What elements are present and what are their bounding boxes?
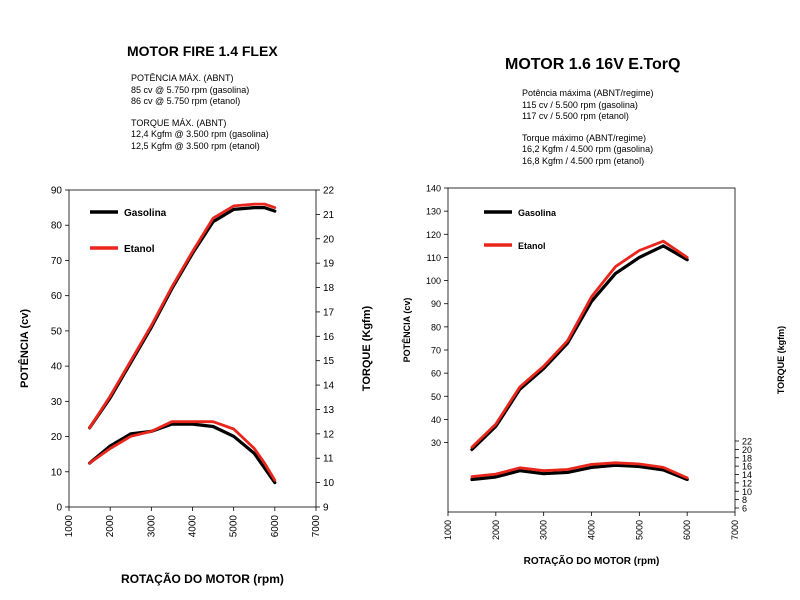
x-tick-label: 2000 — [491, 520, 501, 540]
y-tick-label: 40 — [431, 415, 441, 425]
chart-1-specs: POTÊNCIA MÁX. (ABNT) 85 cv @ 5.750 rpm (… — [131, 73, 269, 152]
x-axis-label: ROTAÇÃO DO MOTOR (rpm) — [524, 554, 660, 567]
chart-1: 1000 2000 3000 4000 5000 6000 7000 0 10 20 30 40 50 6… — [18, 186, 373, 587]
y-tick-label: 20 — [51, 432, 63, 443]
y-tick-label: 10 — [51, 467, 63, 478]
y2-tick-label: 6 — [742, 504, 747, 514]
x-tick-label: 1000 — [64, 515, 75, 538]
y-tick-label: 60 — [431, 369, 441, 379]
series-etanol-torque — [88, 420, 277, 482]
y2-tick-label: 22 — [742, 437, 752, 447]
y2-tick-label: 16 — [323, 332, 335, 343]
y2-tick-label: 11 — [323, 454, 334, 465]
y-axis-label: POTÊNCIA (cv) — [401, 298, 412, 363]
y2-tick-label: 21 — [323, 210, 335, 221]
x-tick-label: 4000 — [587, 520, 597, 540]
y2-tick-label: 22 — [323, 186, 335, 197]
series-gasolina-torque — [470, 463, 689, 482]
x-tick-label: 7000 — [730, 520, 740, 540]
y2-tick-label: 18 — [742, 453, 752, 463]
y-tick-label: 130 — [426, 207, 441, 217]
x-tick-label: 2000 — [105, 515, 116, 538]
y-tick-label: 0 — [56, 503, 62, 514]
y-tick-label: 30 — [431, 438, 441, 448]
power-heading: Potência máxima (ABNT/regime) — [522, 88, 654, 98]
x-tick-label: 3000 — [146, 515, 157, 538]
series-etanol-power — [88, 202, 277, 430]
torque-line: 12,5 Kgfm @ 3.500 rpm (etanol) — [131, 140, 260, 151]
torque-heading: Torque máximo (ABNT/regime) — [522, 132, 647, 143]
torque-heading: TORQUE MÁX. (ABNT) — [131, 117, 227, 128]
torque-line: 16,2 Kgfm / 4.500 rpm (gasolina) — [522, 144, 654, 154]
plot-frame — [68, 189, 317, 508]
y-tick-label: 100 — [426, 276, 441, 286]
y2-tick-label: 15 — [323, 356, 335, 367]
series-gasolina-power — [470, 244, 689, 452]
y-tick-label: 30 — [51, 397, 63, 408]
y-tick-label: 50 — [431, 392, 441, 402]
x-tick-label: 3000 — [539, 520, 549, 540]
y-tick-label: 60 — [51, 291, 63, 302]
chart-2: 1000 2000 3000 4000 5000 6000 7000 30 40 50 60 70 80… — [401, 184, 786, 568]
y2-tick-label: 13 — [323, 405, 335, 416]
y2-tick-label: 16 — [742, 462, 752, 472]
y2-tick-label: 10 — [742, 487, 752, 497]
y-tick-label: 110 — [427, 253, 441, 263]
y2-axis-label: TORQUE (Kgfm) — [361, 305, 373, 391]
y-axis-label: POTÊNCIA (cv) — [18, 309, 31, 388]
y2-tick-label: 19 — [323, 259, 335, 270]
legend-label-gasolina: Gasolina — [124, 208, 167, 219]
x-tick-label: 5000 — [229, 515, 240, 538]
series-gasolina-torque — [87, 422, 277, 485]
y-tick-label: 90 — [431, 299, 441, 309]
series-etanol-power — [470, 239, 689, 449]
y2-tick-label: 12 — [742, 478, 752, 488]
torque-line: 16,8 Kgfm / 4.500 rpm (etanol) — [522, 155, 645, 166]
power-heading: POTÊNCIA MÁX. (ABNT) — [131, 73, 234, 83]
chart-2-title: MOTOR 1.6 16V E.TorQ — [505, 56, 681, 73]
legend-label-gasolina: Gasolina — [518, 208, 557, 218]
y-tick-label: 70 — [51, 256, 63, 267]
y2-tick-label: 8 — [742, 495, 747, 505]
x-tick-label: 6000 — [270, 515, 281, 538]
y-tick-label: 80 — [51, 221, 63, 232]
x-axis-label: ROTAÇÃO DO MOTOR (rpm) — [121, 571, 284, 586]
x-tick-label: 7000 — [311, 515, 322, 538]
y2-tick-label: 14 — [742, 470, 752, 480]
y2-tick-label: 12 — [323, 429, 335, 440]
legend-label-etanol: Etanol — [518, 241, 546, 251]
y2-tick-label: 10 — [323, 478, 335, 489]
legend-label-etanol: Etanol — [124, 244, 155, 255]
series-etanol-torque — [470, 461, 689, 480]
y-tick-label: 70 — [431, 346, 441, 356]
y-tick-label: 50 — [51, 326, 63, 337]
chart-1-title: MOTOR FIRE 1.4 FLEX — [127, 43, 278, 59]
y-tick-label: 140 — [426, 184, 441, 194]
x-tick-label: 5000 — [634, 520, 644, 540]
y2-tick-label: 17 — [323, 307, 335, 318]
y2-tick-label: 18 — [323, 283, 335, 294]
y-tick-label: 120 — [426, 230, 441, 240]
y-tick-label: 90 — [51, 186, 63, 197]
y2-tick-label: 14 — [323, 381, 335, 392]
y2-tick-label: 20 — [323, 234, 335, 245]
torque-line: 12,4 Kgfm @ 3.500 rpm (gasolina) — [131, 129, 269, 139]
y2-tick-label: 9 — [323, 503, 329, 514]
y-tick-label: 40 — [51, 362, 63, 373]
y2-tick-label: 20 — [742, 445, 752, 455]
x-tick-label: 4000 — [188, 515, 199, 538]
series-gasolina-power — [87, 206, 277, 430]
chart-2-specs: Potência máxima (ABNT/regime) 115 cv / 5… — [522, 88, 654, 167]
power-line: 85 cv @ 5.750 rpm (gasolina) — [131, 84, 250, 95]
x-tick-label: 6000 — [682, 520, 692, 540]
y2-axis-label: TORQUE (kgfm) — [776, 326, 786, 394]
x-tick-label: 1000 — [443, 520, 453, 540]
power-line: 86 cv @ 5.750 rpm (etanol) — [131, 96, 241, 106]
y-tick-label: 80 — [431, 322, 441, 332]
power-line: 117 cv / 5.500 rpm (etanol) — [522, 111, 629, 121]
power-line: 115 cv / 5.500 rpm (gasolina) — [522, 99, 638, 110]
